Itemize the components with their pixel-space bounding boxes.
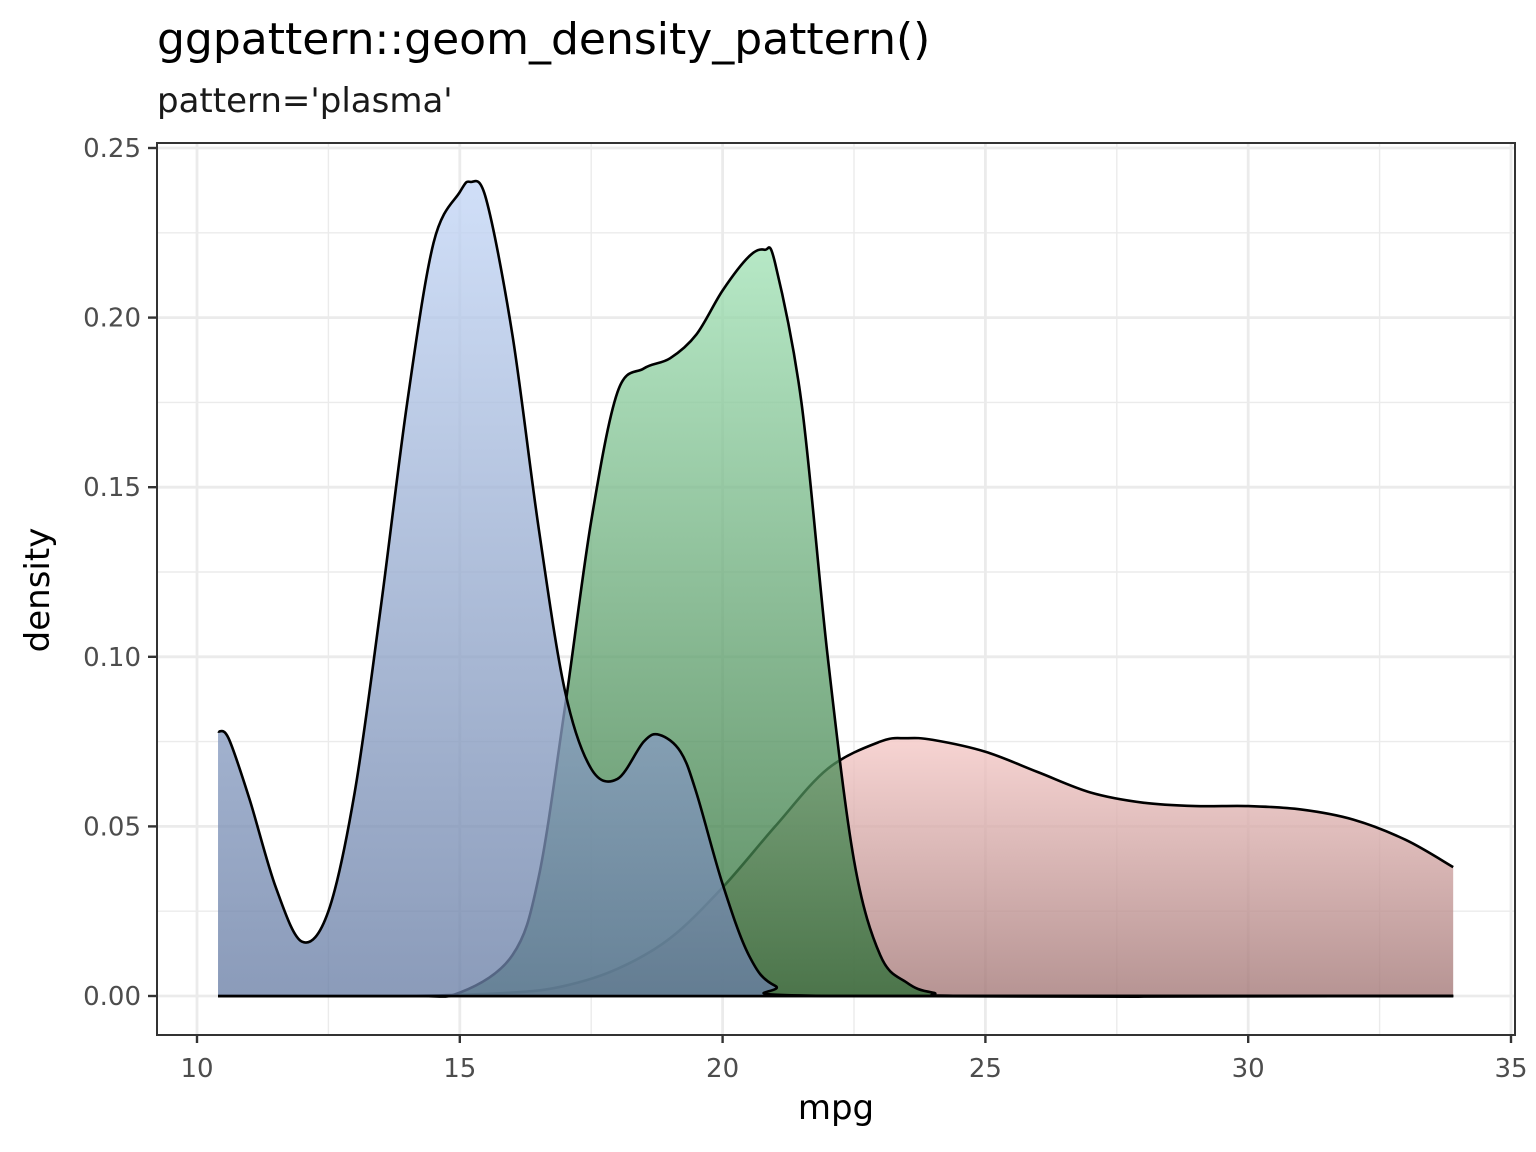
chart-title: ggpattern::geom_density_pattern() <box>157 14 931 65</box>
y-tick-label: 0.00 <box>83 982 141 1012</box>
x-axis-label: mpg <box>797 1088 875 1128</box>
density-outline-blue <box>217 179 1454 999</box>
density-areas <box>217 179 1454 999</box>
x-tick-label: 10 <box>180 1054 213 1084</box>
chart-subtitle: pattern='plasma' <box>157 81 453 121</box>
x-tick-label: 30 <box>1232 1054 1265 1084</box>
x-tick-label: 35 <box>1494 1054 1527 1084</box>
y-tick-label: 0.25 <box>83 134 141 164</box>
x-tick-label: 15 <box>443 1054 476 1084</box>
y-tick-label: 0.15 <box>83 473 141 503</box>
y-tick-label: 0.20 <box>83 304 141 334</box>
x-tick-label: 20 <box>706 1054 739 1084</box>
axes: 10 15 20 25 30 35 0.00 0.05 0.10 0.15 0.20 0.25 <box>83 134 1527 1084</box>
y-tick-label: 0.10 <box>83 643 141 673</box>
y-tick-label: 0.05 <box>83 812 141 842</box>
density-area-green <box>218 247 1454 997</box>
density-area-blue <box>218 181 1454 997</box>
x-tick-label: 25 <box>969 1054 1002 1084</box>
